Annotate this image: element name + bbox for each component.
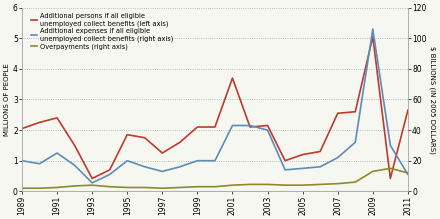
Y-axis label: MILLIONS OF PEOPLE: MILLIONS OF PEOPLE xyxy=(4,63,10,136)
Y-axis label: $ BILLIONS (IN 2005 DOLLARS): $ BILLIONS (IN 2005 DOLLARS) xyxy=(429,46,436,154)
Legend: Additional persons if all eligible
unemployed collect benefits (left axis), Addi: Additional persons if all eligible unemp… xyxy=(29,12,175,51)
